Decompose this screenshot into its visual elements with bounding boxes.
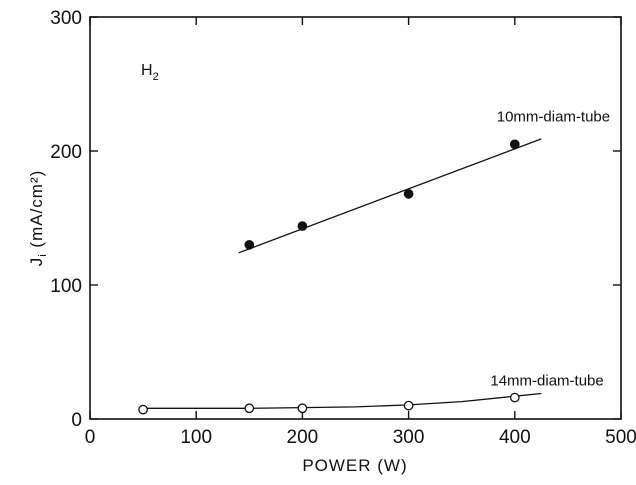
data-point-series-0 (297, 221, 308, 231)
x-tick-label: 500 (605, 427, 636, 448)
y-tick-label: 200 (50, 142, 82, 163)
x-axis-title: POWER (W) (302, 456, 407, 475)
gas-label: H2 (141, 62, 159, 83)
data-point-series-1 (403, 400, 414, 411)
x-tick-label: 0 (85, 427, 96, 448)
ticks-layer: 0 100 200 300 400 500 0 100 200 300 (50, 8, 636, 448)
fit-line-series-0 (238, 138, 542, 254)
plot-frame (89, 16, 622, 420)
x-tick-label: 400 (499, 427, 531, 448)
data-point-series-1 (297, 403, 308, 414)
series-label-1: 14mm-diam-tube (490, 373, 603, 390)
y-tick-label: 300 (50, 8, 82, 29)
fit-lines-layer (143, 138, 542, 409)
series-label-0: 10mm-diam-tube (497, 109, 610, 126)
fit-line-series-1 (143, 392, 542, 409)
y-tick-label: 100 (50, 276, 82, 297)
data-point-series-1 (244, 403, 255, 414)
x-tick-label: 100 (180, 427, 212, 448)
data-point-series-0 (509, 139, 520, 150)
data-point-series-0 (244, 239, 255, 250)
data-point-series-1 (138, 404, 148, 415)
data-point-series-0 (403, 189, 414, 199)
x-tick-label: 300 (393, 427, 425, 448)
y-axis-title: Ji (mA/cm²) (27, 170, 49, 267)
labels-layer: 10mm-diam-tube 14mm-diam-tube (490, 109, 610, 390)
data-point-series-1 (509, 392, 520, 403)
y-tick-label: 0 (71, 410, 82, 431)
x-tick-label: 200 (287, 427, 319, 448)
points-layer (138, 139, 520, 415)
